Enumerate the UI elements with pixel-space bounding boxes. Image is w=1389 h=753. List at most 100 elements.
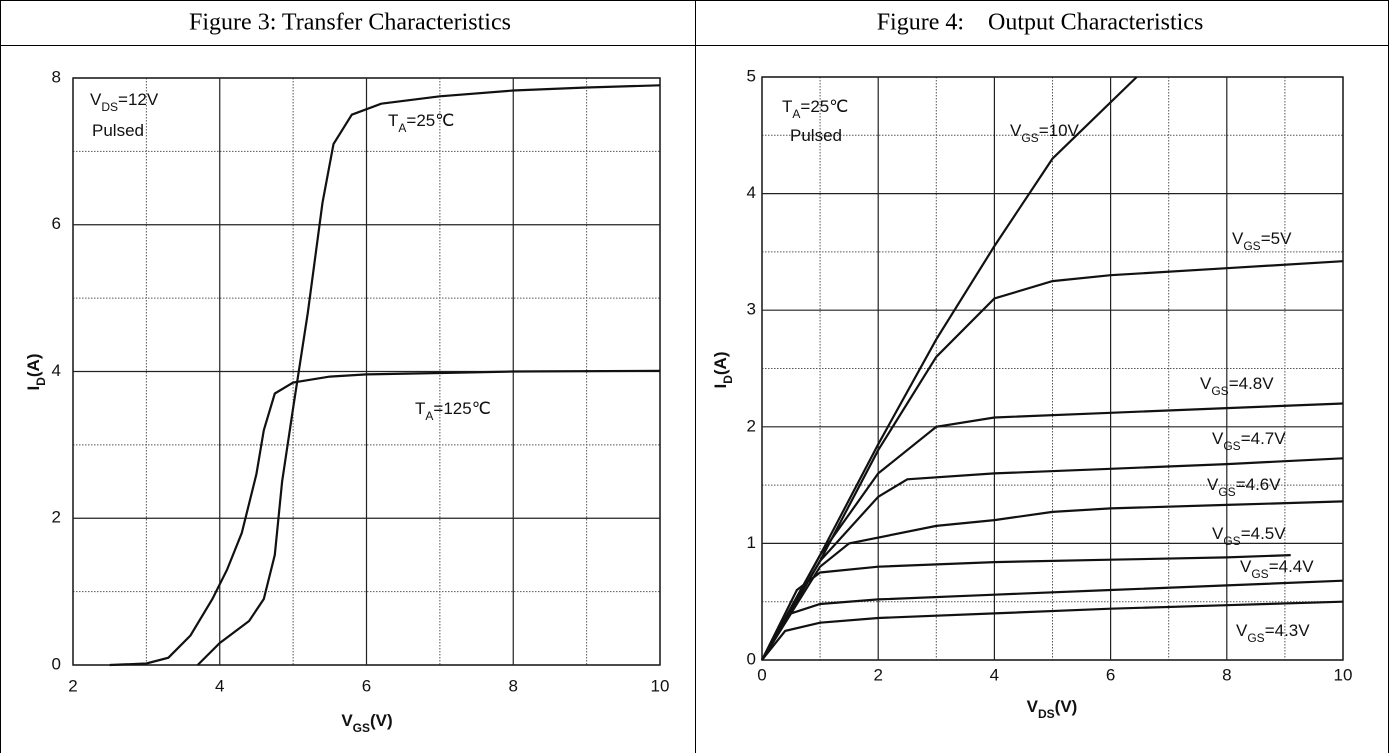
curve-label-part: A	[425, 409, 433, 423]
curve-label: VGS=4.3V	[1236, 621, 1310, 645]
x-tick-label: 4	[990, 665, 999, 684]
y-axis-label-part: I	[711, 384, 730, 389]
curve-label-part: V	[1212, 524, 1224, 543]
annotation-part: V	[90, 90, 102, 109]
annotation: TA=25℃	[782, 97, 848, 121]
curve-label: VGS=4.7V	[1212, 429, 1286, 453]
curve	[109, 369, 661, 667]
curve	[761, 260, 1344, 661]
x-tick-label: 6	[1106, 665, 1115, 684]
curve-label-part: GS	[1243, 239, 1260, 253]
y-tick-label: 2	[747, 416, 756, 435]
x-tick-label: 0	[757, 665, 766, 684]
curve-label-part: T	[388, 111, 398, 130]
y-tick-label: 3	[747, 300, 756, 319]
annotation-part: DS	[101, 100, 118, 114]
curve-label-part: =4.3V	[1265, 621, 1311, 640]
curve-label-part: GS	[1021, 131, 1038, 145]
y-axis-label-part: (A)	[24, 353, 43, 377]
x-axis-label: VGS(V)	[341, 711, 392, 735]
x-tick-label: 4	[215, 676, 224, 695]
curve-label-part: V	[1240, 557, 1252, 576]
figure-title: Figure 3: Transfer Characteristics	[189, 10, 511, 36]
x-axis-label-part: V	[341, 711, 353, 730]
annotation: Pulsed	[92, 121, 144, 140]
curve	[761, 402, 1344, 661]
curve-label: VGS=4.6V	[1207, 475, 1281, 499]
annotation: VDS=12V	[90, 90, 159, 114]
x-tick-label: 10	[651, 676, 670, 695]
curve-label: TA=125℃	[415, 399, 491, 423]
curve-label-part: GS	[1218, 485, 1235, 499]
x-axis-label: VDS(V)	[1027, 697, 1078, 721]
curve-label-part: =4.5V	[1241, 524, 1287, 543]
curve-label-part: A	[398, 121, 406, 135]
curve-label-part: =4.6V	[1236, 475, 1282, 494]
curve-label-part: V	[1200, 374, 1212, 393]
y-axis-label-part: D	[721, 375, 735, 384]
curve-label-part: T	[415, 399, 425, 418]
y-tick-label: 8	[52, 67, 61, 86]
annotation-part: Pulsed	[790, 126, 842, 145]
plot-frame	[761, 76, 1344, 661]
curve	[761, 554, 1291, 661]
y-axis-label-part: I	[24, 386, 43, 391]
annotation-part: =12V	[118, 90, 159, 109]
curve-label-part: =25℃	[406, 111, 454, 130]
curve	[761, 500, 1344, 661]
y-axis-label: ID(A)	[24, 353, 48, 390]
curve-label-part: V	[1212, 429, 1224, 448]
curve-label-part: V	[1236, 621, 1248, 640]
x-axis-label-part: DS	[1038, 707, 1055, 721]
figure-title: Figure 4: Output Characteristics	[877, 10, 1204, 36]
curve	[761, 600, 1344, 661]
y-tick-label: 5	[747, 66, 756, 85]
curve-label-part: =4.7V	[1241, 429, 1287, 448]
y-tick-label: 6	[52, 214, 61, 233]
curve-label-part: V	[1207, 475, 1219, 494]
curve-label: VGS=4.4V	[1240, 557, 1314, 581]
curve-label-part: GS	[1223, 439, 1240, 453]
y-tick-label: 1	[747, 533, 756, 552]
y-tick-label: 4	[52, 361, 61, 380]
x-axis-label-part: (V)	[1055, 697, 1078, 716]
x-axis-label-part: V	[1027, 697, 1039, 716]
curve-label-part: GS	[1247, 631, 1264, 645]
annotation: Pulsed	[790, 126, 842, 145]
annotation-part: Pulsed	[92, 121, 144, 140]
curve-label-part: =5V	[1261, 229, 1292, 248]
curve-label-part: =125℃	[433, 399, 490, 418]
annotation-part: T	[782, 97, 792, 116]
curve	[761, 579, 1344, 661]
x-axis-label-part: GS	[353, 721, 370, 735]
x-tick-label: 8	[1222, 665, 1231, 684]
curve-label-part: V	[1010, 121, 1022, 140]
curve-label-part: GS	[1223, 534, 1240, 548]
y-axis-label-part: (A)	[711, 351, 730, 375]
curve-label-part: =4.8V	[1229, 374, 1275, 393]
y-tick-label: 0	[747, 649, 756, 668]
x-tick-label: 2	[873, 665, 882, 684]
charts: 2 4 6 8 1002468VGS(V)ID(A)VDS=12VPulsedTA=25…	[24, 66, 1352, 735]
curve-label: VGS=4.8V	[1200, 374, 1274, 398]
y-tick-label: 0	[52, 654, 61, 673]
curve-label-part: GS	[1251, 567, 1268, 581]
x-tick-label: 6	[362, 676, 371, 695]
curve-label-part: V	[1232, 229, 1244, 248]
curve-label: VGS=5V	[1232, 229, 1292, 253]
curve-label: VGS=4.5V	[1212, 524, 1286, 548]
x-tick-label: 10	[1334, 665, 1353, 684]
x-tick-label: 2	[68, 676, 77, 695]
curve	[196, 84, 661, 666]
annotation-part: A	[792, 107, 800, 121]
annotation-part: =25℃	[800, 97, 848, 116]
y-axis-label-part: D	[34, 377, 48, 386]
y-tick-label: 2	[52, 508, 61, 527]
x-tick-label: 8	[509, 676, 518, 695]
curve	[761, 457, 1344, 661]
y-tick-label: 4	[747, 183, 756, 202]
curve-label: TA=25℃	[388, 111, 454, 135]
curve-label-part: =10V	[1039, 121, 1080, 140]
x-axis-label-part: (V)	[370, 711, 393, 730]
